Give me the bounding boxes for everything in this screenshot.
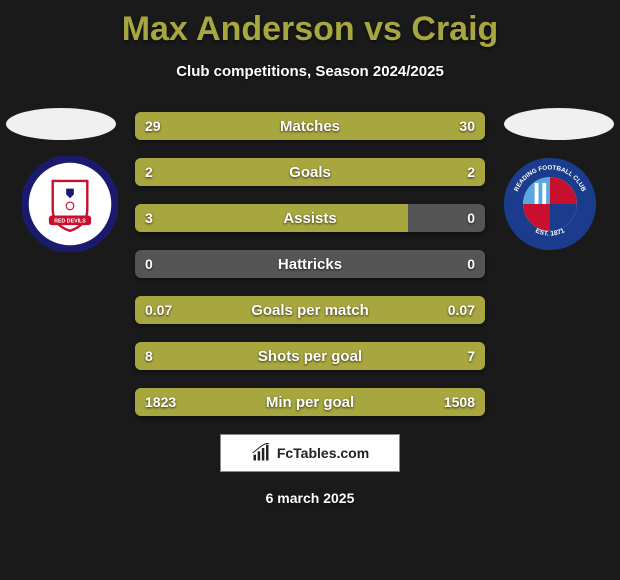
comparison-area: CRAWLEY TOWN FC RED DEVILS READING FOOTB… bbox=[0, 108, 620, 416]
player-avatar-right bbox=[504, 108, 614, 140]
stat-label: Hattricks bbox=[135, 250, 485, 278]
chart-icon bbox=[251, 443, 271, 463]
stat-row: 0.070.07Goals per match bbox=[135, 296, 485, 324]
footer-brand: FcTables.com bbox=[220, 434, 400, 472]
stat-label: Min per goal bbox=[135, 388, 485, 416]
player-avatar-left bbox=[6, 108, 116, 140]
stat-label: Goals per match bbox=[135, 296, 485, 324]
page-title: Max Anderson vs Craig bbox=[0, 0, 620, 49]
stat-row: 87Shots per goal bbox=[135, 342, 485, 370]
stat-label: Goals bbox=[135, 158, 485, 186]
crawley-crest-icon: CRAWLEY TOWN FC RED DEVILS bbox=[22, 156, 118, 252]
stat-label: Shots per goal bbox=[135, 342, 485, 370]
stat-label: Assists bbox=[135, 204, 485, 232]
stat-row: 18231508Min per goal bbox=[135, 388, 485, 416]
reading-crest-icon: READING FOOTBALL CLUB EST. 1871 bbox=[502, 156, 598, 252]
footer-brand-text: FcTables.com bbox=[277, 445, 369, 461]
svg-text:RED DEVILS: RED DEVILS bbox=[54, 219, 86, 225]
club-crest-right: READING FOOTBALL CLUB EST. 1871 bbox=[502, 156, 598, 252]
stat-label: Matches bbox=[135, 112, 485, 140]
club-crest-left: CRAWLEY TOWN FC RED DEVILS bbox=[22, 156, 118, 252]
stat-row: 22Goals bbox=[135, 158, 485, 186]
stat-row: 00Hattricks bbox=[135, 250, 485, 278]
page-subtitle: Club competitions, Season 2024/2025 bbox=[0, 63, 620, 80]
footer-date: 6 march 2025 bbox=[0, 490, 620, 506]
stat-row: 30Assists bbox=[135, 204, 485, 232]
stat-row: 2930Matches bbox=[135, 112, 485, 140]
stat-bars: 2930Matches 22Goals 30Assists 00Hattricks 0.… bbox=[135, 108, 485, 416]
